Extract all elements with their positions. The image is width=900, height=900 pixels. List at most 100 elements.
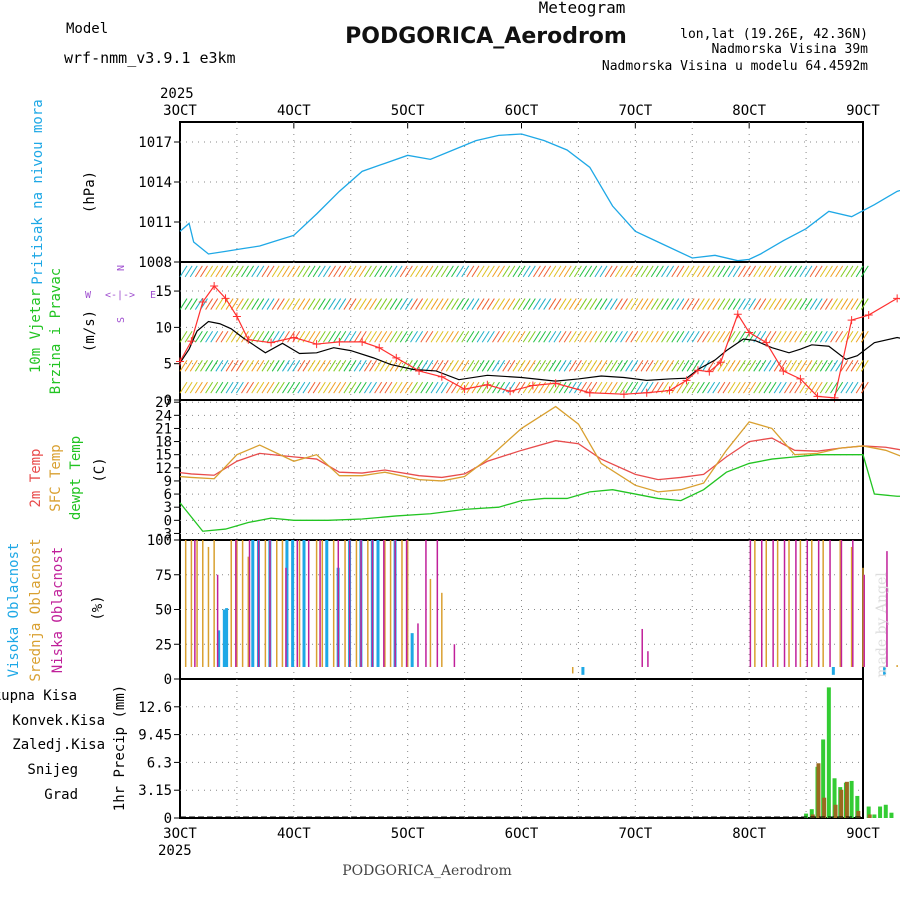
- wind-arrow: [230, 360, 239, 372]
- wind-arrow: [261, 360, 270, 372]
- wind-arrow: [461, 360, 470, 372]
- wind-arrow: [261, 265, 270, 278]
- wind-gust-marker: [682, 376, 691, 385]
- wind-arrow: [748, 265, 757, 278]
- wind-arrow: [645, 298, 654, 310]
- top-day-ticks: 3OCT 4OCT 5OCT 6OCT 7OCT 8OCT 9OCT: [163, 103, 880, 128]
- wind-arrow: [620, 330, 628, 343]
- wind-arrow: [681, 330, 690, 343]
- wind-arrow: [492, 330, 500, 343]
- wind-arrow: [773, 381, 782, 394]
- wind-arrow: [179, 360, 188, 372]
- precip-conv-bar: [822, 797, 827, 818]
- wind-arrow: [691, 298, 700, 310]
- wind-arrow: [768, 381, 777, 394]
- precip-plot: [180, 687, 894, 818]
- wind-arrow: [748, 381, 757, 394]
- wind-arrow: [251, 298, 260, 310]
- wind-arrow: [353, 381, 362, 394]
- wind-arrow: [661, 330, 669, 343]
- wind-arrow: [235, 360, 244, 372]
- wind-arrow: [707, 265, 716, 278]
- wind-arrow: [430, 360, 439, 372]
- wind-arrow: [830, 381, 838, 394]
- wind-gust-marker: [437, 372, 446, 381]
- wind-arrow: [430, 298, 439, 310]
- wind-arrow: [748, 330, 757, 343]
- wind-arrow: [702, 381, 710, 394]
- wind-arrow: [840, 381, 849, 394]
- wind-arrow: [702, 330, 710, 343]
- wind-arrow: [814, 360, 823, 372]
- wind-arrow: [533, 360, 541, 372]
- wind-arrow: [553, 265, 562, 278]
- cloud-ytick-label: 25: [155, 637, 172, 653]
- wind-arrow: [727, 298, 736, 310]
- wind-gust-marker: [176, 357, 184, 366]
- wind-arrow: [758, 330, 767, 343]
- wind-arrow: [707, 381, 716, 394]
- wind-arrow: [261, 381, 270, 394]
- top-day-tick-label: 4OCT: [277, 103, 311, 119]
- wind-arrow: [241, 360, 249, 372]
- wind-arrow: [599, 265, 608, 278]
- wind-arrow: [225, 330, 234, 343]
- wind-arrow: [348, 265, 357, 278]
- wind-arrow: [645, 360, 654, 372]
- wind-arrow: [415, 265, 424, 278]
- wind-arrow: [574, 265, 582, 278]
- model-label: Model: [66, 21, 108, 37]
- wind-gust-marker: [483, 380, 492, 389]
- precip-total-bar: [832, 778, 837, 818]
- top-day-tick-label: 6OCT: [505, 103, 539, 119]
- wind-arrow: [210, 265, 219, 278]
- wind-arrow: [343, 360, 352, 372]
- wind-arrow: [727, 360, 736, 372]
- wind-arrow: [333, 265, 342, 278]
- wind-arrow: [410, 265, 418, 278]
- wind-arrow: [276, 298, 285, 310]
- wind-arrow: [558, 330, 567, 343]
- compass-s: S: [116, 317, 127, 323]
- wind-arrow: [599, 360, 608, 372]
- wind-arrow: [307, 298, 316, 310]
- compass-arrow: <-|->: [105, 290, 135, 301]
- wind-arrow: [819, 330, 828, 343]
- wind-arrow: [568, 360, 577, 372]
- wind-arrow: [481, 330, 490, 343]
- wind-arrow: [492, 360, 500, 372]
- wind-arrow: [696, 381, 705, 394]
- wind-arrow: [722, 298, 731, 310]
- wind-arrow: [743, 360, 751, 372]
- wind-arrow: [256, 298, 265, 310]
- wind-arrow: [574, 360, 582, 372]
- wind-gust-marker: [528, 381, 537, 390]
- wind-arrow: [671, 265, 680, 278]
- wind-arrow: [809, 360, 818, 372]
- wind-arrow: [707, 360, 716, 372]
- wind-arrow: [594, 360, 603, 372]
- wind-arrow: [614, 298, 623, 310]
- wind-arrow: [502, 381, 511, 394]
- wind-arrow: [794, 330, 803, 343]
- compass-w: W: [85, 290, 92, 301]
- wind-arrow: [399, 265, 408, 278]
- wind-arrow: [512, 298, 521, 310]
- wind-arrow: [650, 298, 659, 310]
- wind-arrow: [282, 381, 290, 394]
- pressure-line: [179, 133, 900, 262]
- wind-arrow: [358, 298, 367, 310]
- wind-arrow: [348, 298, 357, 310]
- wind-arrow: [179, 381, 188, 394]
- wind-arrow: [717, 330, 726, 343]
- wind-arrow: [840, 330, 849, 343]
- wind-arrow: [625, 265, 634, 278]
- wind-arrow: [707, 298, 716, 310]
- wind-arrow: [609, 360, 618, 372]
- wind-gust-marker: [551, 379, 560, 388]
- wind-arrow: [819, 360, 828, 372]
- wind-arrow: [599, 298, 608, 310]
- wind-arrow: [333, 381, 342, 394]
- top-day-tick-label: 7OCT: [618, 103, 652, 119]
- wind-arrow: [727, 381, 736, 394]
